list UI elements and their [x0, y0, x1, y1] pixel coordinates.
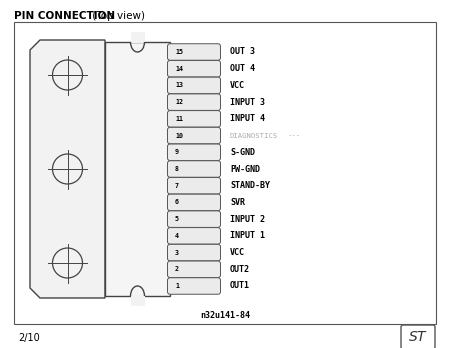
FancyBboxPatch shape: [167, 177, 220, 194]
Text: OUT2: OUT2: [230, 265, 250, 274]
FancyBboxPatch shape: [167, 111, 220, 127]
Text: 11: 11: [175, 116, 183, 122]
Text: 7: 7: [175, 183, 179, 189]
Text: 13: 13: [175, 82, 183, 88]
FancyBboxPatch shape: [167, 127, 220, 144]
FancyBboxPatch shape: [167, 61, 220, 77]
Bar: [14, 22, 436, 324]
Text: STAND-BY: STAND-BY: [230, 181, 270, 190]
Text: $\it{ST}$: $\it{ST}$: [408, 330, 428, 344]
Bar: [130, 32, 144, 43]
Bar: [105, 42, 170, 296]
Text: 10: 10: [175, 133, 183, 139]
Polygon shape: [30, 40, 105, 298]
FancyBboxPatch shape: [167, 77, 220, 94]
FancyBboxPatch shape: [167, 228, 220, 244]
Text: (Top view): (Top view): [89, 11, 145, 21]
Text: 5: 5: [175, 216, 179, 222]
Text: ---: ---: [288, 133, 301, 139]
Text: INPUT 4: INPUT 4: [230, 114, 265, 123]
Text: OUT 3: OUT 3: [230, 47, 255, 56]
Text: 12: 12: [175, 99, 183, 105]
Text: 3: 3: [175, 250, 179, 255]
Text: n32u141-84: n32u141-84: [200, 311, 250, 321]
Text: 9: 9: [175, 149, 179, 155]
Text: INPUT 3: INPUT 3: [230, 98, 265, 106]
Text: 4: 4: [175, 233, 179, 239]
Text: 6: 6: [175, 199, 179, 205]
FancyBboxPatch shape: [167, 44, 220, 60]
FancyBboxPatch shape: [167, 161, 220, 177]
FancyBboxPatch shape: [167, 194, 220, 211]
Text: 8: 8: [175, 166, 179, 172]
Text: INPUT 2: INPUT 2: [230, 215, 265, 224]
FancyBboxPatch shape: [167, 144, 220, 160]
Text: 15: 15: [175, 49, 183, 55]
Text: VCC: VCC: [230, 81, 245, 90]
Text: 2/10: 2/10: [18, 333, 40, 343]
FancyBboxPatch shape: [167, 244, 220, 261]
Text: 14: 14: [175, 66, 183, 72]
Text: SVR: SVR: [230, 198, 245, 207]
Text: PW-GND: PW-GND: [230, 165, 260, 174]
Text: OUT1: OUT1: [230, 282, 250, 291]
Text: S-GND: S-GND: [230, 148, 255, 157]
Text: PIN CONNECTION: PIN CONNECTION: [14, 11, 115, 21]
FancyBboxPatch shape: [167, 94, 220, 110]
Text: DIAGNOSTICS: DIAGNOSTICS: [230, 133, 278, 139]
FancyBboxPatch shape: [167, 278, 220, 294]
Bar: [130, 295, 144, 306]
Text: 2: 2: [175, 266, 179, 272]
FancyBboxPatch shape: [167, 261, 220, 278]
Text: VCC: VCC: [230, 248, 245, 257]
Text: OUT 4: OUT 4: [230, 64, 255, 73]
Text: 1: 1: [175, 283, 179, 289]
FancyBboxPatch shape: [167, 211, 220, 227]
Text: INPUT 1: INPUT 1: [230, 231, 265, 240]
